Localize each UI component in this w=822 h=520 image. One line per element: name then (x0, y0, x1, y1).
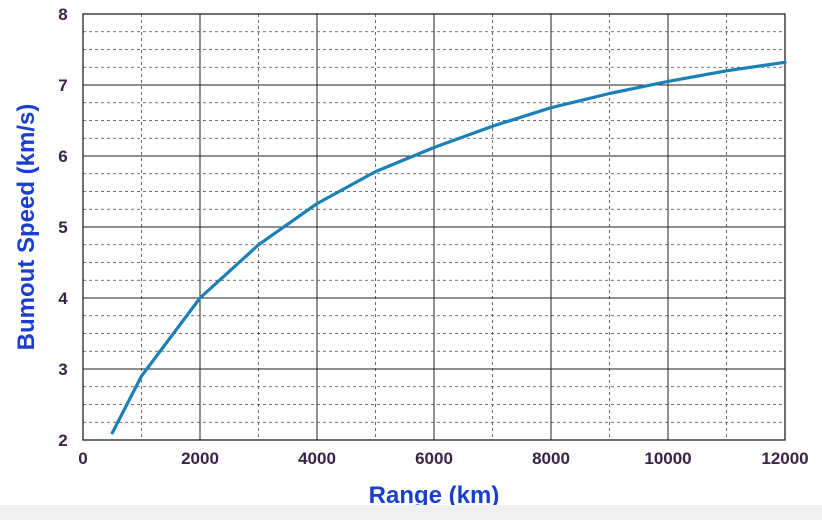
x-tick-label: 10000 (644, 449, 691, 468)
bottom-shadow-band (0, 505, 822, 520)
x-tick-label: 12000 (761, 449, 808, 468)
y-tick-label: 6 (58, 147, 67, 166)
y-tick-label: 5 (58, 218, 67, 237)
series-line-0 (110, 60, 787, 435)
x-tick-label: 2000 (181, 449, 219, 468)
y-tick-label: 2 (58, 431, 67, 450)
y-tick-label: 4 (58, 289, 68, 308)
plot-frame (82, 13, 786, 441)
x-tick-label: 8000 (532, 449, 570, 468)
y-axis-title: Bumout Speed (km/s) (13, 104, 40, 351)
x-tick-label: 6000 (415, 449, 453, 468)
x-tick-label: 0 (78, 449, 87, 468)
grid (83, 14, 785, 440)
y-tick-label: 8 (58, 5, 67, 24)
x-tick-labels: 0 2000 4000 6000 8000 10000 12000 (78, 449, 808, 468)
x-tick-label: 4000 (298, 449, 336, 468)
y-tick-label: 7 (58, 76, 67, 95)
x-axis-title: Range (km) (369, 482, 500, 509)
y-tick-labels: 2 3 4 5 6 7 8 (58, 5, 68, 450)
series-group (110, 60, 787, 435)
y-tick-label: 3 (58, 360, 67, 379)
